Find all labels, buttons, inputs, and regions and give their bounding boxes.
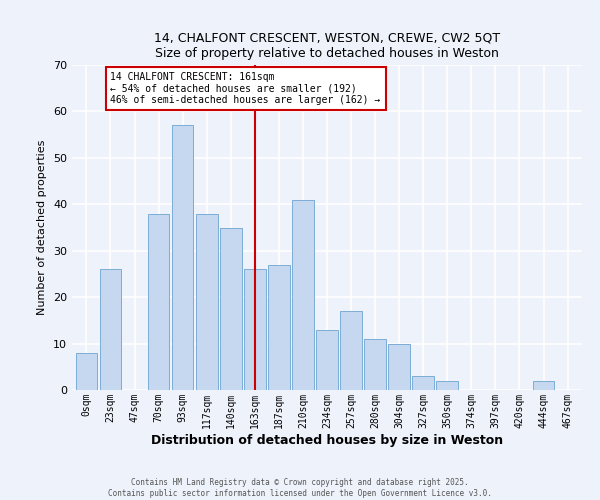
Y-axis label: Number of detached properties: Number of detached properties xyxy=(37,140,47,315)
Bar xyxy=(196,214,218,390)
Bar xyxy=(340,311,362,390)
Bar xyxy=(364,339,386,390)
Bar xyxy=(220,228,242,390)
Text: Contains HM Land Registry data © Crown copyright and database right 2025.
Contai: Contains HM Land Registry data © Crown c… xyxy=(108,478,492,498)
Title: 14, CHALFONT CRESCENT, WESTON, CREWE, CW2 5QT
Size of property relative to detac: 14, CHALFONT CRESCENT, WESTON, CREWE, CW… xyxy=(154,32,500,60)
Bar xyxy=(100,270,121,390)
Bar xyxy=(76,353,97,390)
Text: 14 CHALFONT CRESCENT: 161sqm
← 54% of detached houses are smaller (192)
46% of s: 14 CHALFONT CRESCENT: 161sqm ← 54% of de… xyxy=(110,72,381,105)
Bar xyxy=(148,214,169,390)
Bar xyxy=(388,344,410,390)
Bar xyxy=(436,380,458,390)
Bar xyxy=(268,264,290,390)
Bar xyxy=(244,270,266,390)
Bar xyxy=(412,376,434,390)
Bar xyxy=(292,200,314,390)
Bar xyxy=(533,380,554,390)
Bar xyxy=(172,126,193,390)
X-axis label: Distribution of detached houses by size in Weston: Distribution of detached houses by size … xyxy=(151,434,503,446)
Bar xyxy=(316,330,338,390)
